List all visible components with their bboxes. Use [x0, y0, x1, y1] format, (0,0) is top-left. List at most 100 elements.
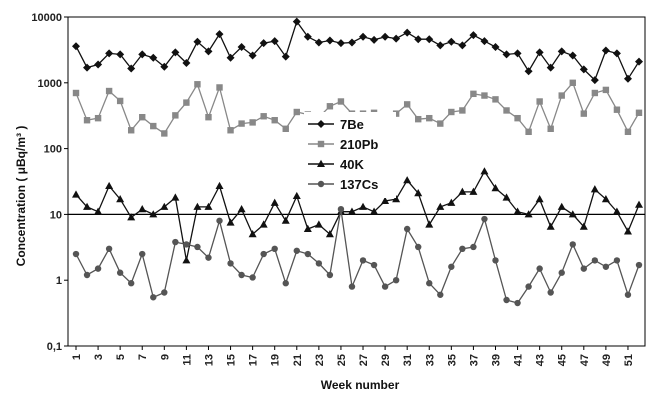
data-point-40k — [171, 193, 180, 201]
data-point-210pb — [602, 86, 610, 94]
legend-marker — [317, 140, 325, 148]
data-point-40k — [248, 230, 257, 238]
data-point-40k — [182, 256, 191, 264]
data-point-137cs — [139, 250, 146, 258]
data-point-137cs — [569, 241, 576, 248]
data-point-210pb — [238, 120, 245, 127]
x-tick-label: 11 — [181, 354, 193, 366]
data-point-7be — [381, 32, 390, 41]
x-tick-label: 49 — [601, 354, 613, 366]
data-point-7be — [524, 67, 533, 76]
data-point-40k — [546, 222, 555, 230]
data-point-40k — [215, 181, 224, 190]
data-point-137cs — [503, 296, 510, 304]
data-point-210pb — [249, 119, 256, 126]
data-point-210pb — [536, 98, 543, 105]
x-tick-label: 47 — [579, 354, 591, 366]
data-point-7be — [359, 32, 368, 41]
data-point-40k — [347, 207, 356, 215]
y-tick-label: 10 — [50, 209, 62, 221]
data-point-7be — [270, 37, 279, 46]
data-point-210pb — [503, 107, 510, 114]
data-point-7be — [303, 32, 312, 41]
data-point-40k — [502, 193, 511, 201]
data-point-210pb — [547, 125, 554, 132]
data-point-210pb — [227, 127, 234, 134]
data-point-40k — [105, 181, 114, 190]
data-point-40k — [226, 218, 235, 226]
data-point-7be — [259, 39, 268, 48]
data-point-137cs — [359, 257, 367, 264]
data-point-7be — [447, 37, 456, 46]
data-point-210pb — [613, 106, 621, 113]
data-point-137cs — [205, 254, 212, 261]
data-point-137cs — [348, 283, 356, 290]
data-point-40k — [425, 220, 434, 228]
data-point-137cs — [105, 245, 113, 253]
data-point-137cs — [249, 274, 256, 281]
data-point-40k — [612, 207, 621, 215]
data-point-137cs — [547, 289, 554, 296]
data-point-210pb — [105, 87, 113, 95]
data-point-210pb — [415, 115, 422, 123]
data-point-137cs — [370, 261, 378, 269]
data-point-210pb — [569, 79, 576, 86]
data-point-137cs — [602, 263, 610, 270]
y-tick-labels: 10000 1000 100 10 1 0,1 — [31, 12, 68, 353]
data-point-40k — [436, 202, 445, 210]
data-point-7be — [160, 62, 169, 71]
data-point-40k — [535, 195, 544, 203]
data-point-7be — [579, 65, 588, 74]
data-point-7be — [370, 35, 379, 44]
data-point-137cs — [624, 291, 632, 298]
data-point-137cs — [337, 205, 345, 213]
data-point-210pb — [205, 114, 212, 121]
data-point-7be — [425, 35, 434, 44]
data-point-210pb — [271, 117, 278, 124]
data-point-7be — [546, 63, 555, 72]
data-point-210pb — [326, 103, 334, 110]
series-layer — [72, 17, 643, 307]
data-point-40k — [601, 195, 610, 203]
legend-item-40k: 40K — [308, 157, 364, 172]
data-point-40k — [359, 202, 368, 210]
data-point-210pb — [481, 92, 488, 99]
data-point-40k — [414, 188, 423, 197]
data-point-137cs — [492, 257, 499, 264]
data-point-137cs — [591, 257, 599, 264]
data-point-137cs — [83, 271, 91, 279]
data-point-7be — [612, 49, 621, 58]
data-point-137cs — [161, 289, 168, 296]
data-point-40k — [259, 220, 268, 228]
data-point-210pb — [459, 107, 466, 114]
x-tick-label: 19 — [270, 354, 282, 366]
y-tick-label: 0,1 — [47, 341, 62, 353]
data-point-40k — [524, 210, 533, 218]
data-point-7be — [83, 63, 92, 72]
x-tick-label: 41 — [513, 354, 525, 366]
data-point-137cs — [326, 271, 334, 279]
data-point-137cs — [227, 260, 234, 267]
x-tick-label: 43 — [535, 354, 547, 366]
data-point-210pb — [94, 114, 102, 122]
series-line-7be — [75, 20, 640, 82]
data-point-137cs — [304, 250, 312, 258]
data-point-137cs — [426, 280, 433, 287]
legend-item-210pb: 210Pb — [308, 137, 378, 152]
data-point-210pb — [437, 120, 444, 127]
data-point-40k — [237, 204, 246, 213]
x-tick-label: 27 — [358, 354, 370, 366]
data-point-7be — [204, 47, 213, 56]
data-point-137cs — [481, 215, 488, 223]
data-point-137cs — [613, 257, 621, 264]
data-point-210pb — [580, 110, 588, 117]
data-point-7be — [480, 37, 489, 46]
data-point-210pb — [492, 96, 499, 103]
data-point-210pb — [216, 84, 223, 91]
data-point-7be — [127, 64, 136, 73]
data-point-40k — [204, 202, 213, 210]
data-point-137cs — [150, 294, 157, 301]
data-point-137cs — [260, 250, 267, 258]
data-point-137cs — [470, 243, 477, 251]
data-point-40k — [623, 227, 632, 235]
